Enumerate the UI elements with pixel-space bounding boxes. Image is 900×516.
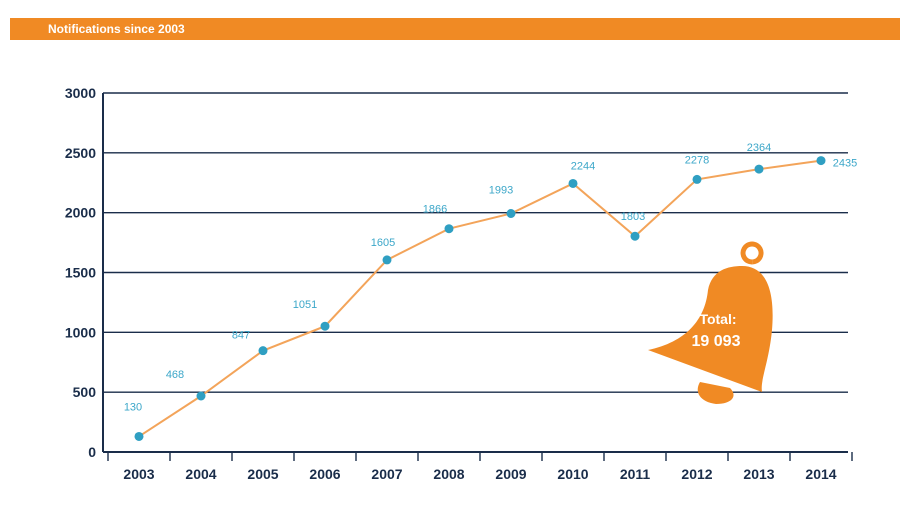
data-labels: 130 468 847 1051 1605 1866 1993 2244 1803 2278 236… (124, 142, 857, 413)
data-label-2005: 847 (232, 330, 250, 342)
x-tick-label: 2010 (557, 466, 588, 482)
series-line (138, 159, 822, 438)
data-label-2009: 1993 (489, 185, 513, 197)
data-point-2014 (816, 156, 826, 166)
data-point-2013 (754, 164, 764, 174)
data-point-2003 (134, 431, 144, 441)
x-tick-label: 2003 (123, 466, 154, 482)
data-label-2011: 1803 (621, 211, 645, 223)
total-annotation: Total: 19 093 (648, 241, 773, 404)
data-point-2012 (692, 174, 702, 184)
x-tick-label: 2013 (743, 466, 774, 482)
x-tick-label: 2014 (805, 466, 836, 482)
data-label-2010: 2244 (571, 160, 595, 172)
data-point-2011 (630, 231, 640, 241)
series-polyline (138, 159, 822, 438)
x-tick-label: 2009 (495, 466, 526, 482)
y-tick-label: 500 (73, 384, 97, 400)
data-label-2004: 468 (166, 369, 184, 381)
x-tick-label: 2005 (247, 466, 278, 482)
data-point-2009 (506, 209, 516, 219)
data-point-2007 (382, 255, 392, 265)
data-point-2010 (568, 178, 578, 188)
data-label-2006: 1051 (293, 299, 317, 311)
bell-icon (648, 241, 773, 404)
y-tick-label: 2500 (65, 145, 96, 161)
total-value: 19 093 (692, 333, 741, 350)
y-tick-label: 1000 (65, 324, 96, 340)
data-point-2006 (320, 321, 330, 331)
x-tick-label: 2012 (681, 466, 712, 482)
y-tick-label: 0 (88, 444, 96, 460)
data-label-2012: 2278 (685, 154, 709, 166)
x-tick-label: 2004 (185, 466, 216, 482)
header-bar: Notifications since 2003 (10, 18, 900, 40)
x-tick-label: 2008 (433, 466, 464, 482)
data-point-2005 (258, 346, 268, 356)
x-tick-label: 2011 (620, 466, 651, 482)
data-label-2003: 130 (124, 401, 142, 413)
data-point-2004 (196, 391, 206, 401)
y-tick-label: 3000 (65, 85, 96, 101)
data-point-2008 (444, 224, 454, 234)
data-label-2013: 2364 (747, 142, 771, 154)
total-label: Total: (699, 311, 736, 327)
y-tick-label: 1500 (65, 265, 96, 281)
y-axis-ticks: 0 500 1000 1500 2000 2500 3000 (65, 85, 96, 460)
chart-title: Notifications since 2003 (48, 22, 185, 36)
x-tick-label: 2006 (309, 466, 340, 482)
data-label-2008: 1866 (423, 204, 447, 216)
x-tick-label: 2007 (371, 466, 402, 482)
y-tick-label: 2000 (65, 205, 96, 221)
data-label-2007: 1605 (371, 237, 395, 249)
x-axis: 2003 2004 2005 2006 2007 2008 2009 2010 2011 2012… (102, 93, 853, 482)
data-label-2014: 2435 (833, 158, 857, 170)
data-points (134, 156, 826, 441)
